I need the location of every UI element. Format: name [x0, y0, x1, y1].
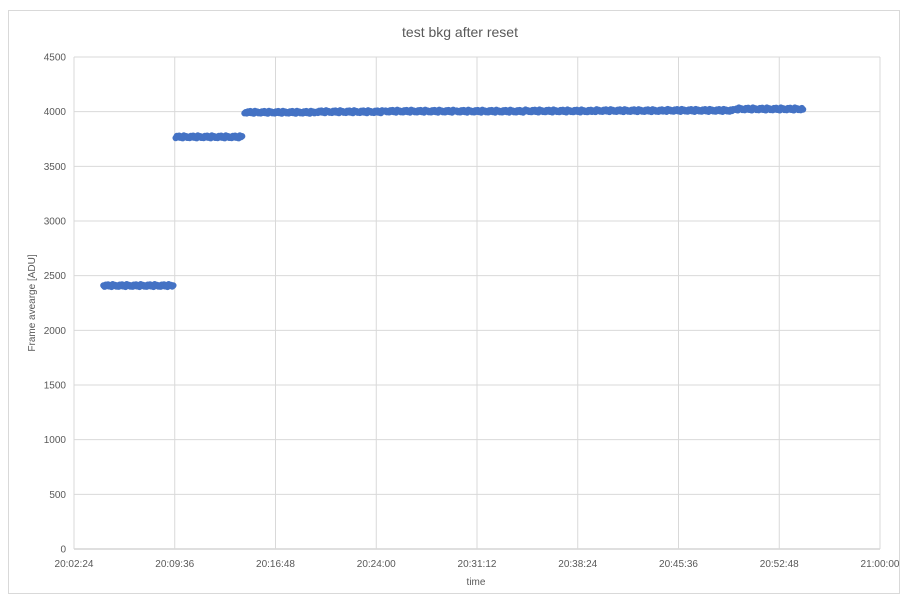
x-tick-label: 20:09:36	[155, 559, 194, 570]
y-axis-label: Frame avearge [ADU]	[27, 254, 38, 351]
x-tick-label: 21:00:00	[861, 559, 900, 570]
x-tick-label: 20:24:00	[357, 559, 396, 570]
y-tick-label: 4500	[44, 53, 67, 64]
x-tick-label: 20:38:24	[558, 559, 597, 570]
y-tick-label: 1500	[44, 381, 67, 392]
data-point	[799, 106, 807, 113]
x-tick-label: 20:52:48	[760, 559, 799, 570]
y-tick-label: 0	[60, 545, 66, 556]
x-tick-label: 20:16:48	[256, 559, 295, 570]
x-tick-label: 20:02:24	[55, 559, 94, 570]
x-tick-label: 20:31:12	[458, 559, 497, 570]
y-tick-label: 3500	[44, 162, 67, 173]
y-tick-label: 2500	[44, 271, 67, 282]
data-point	[170, 282, 177, 289]
data-points	[100, 104, 807, 291]
chart-title: test bkg after reset	[402, 24, 518, 40]
y-tick-label: 4000	[44, 107, 67, 118]
x-axis-label: time	[467, 577, 486, 588]
y-tick-label: 1000	[44, 435, 67, 446]
x-gridlines	[73, 57, 881, 549]
y-tick-labels: 0 500 1000 1500 2000 2500 3000 3500 4000 4500	[44, 53, 67, 556]
data-point	[238, 133, 246, 140]
x-tick-labels: 20:02:24 20:09:36 20:16:48 20:24:00 20:31:12…	[55, 559, 900, 570]
y-tick-label: 3000	[44, 217, 67, 228]
y-tick-label: 2000	[44, 326, 67, 337]
y-tick-label: 500	[49, 490, 66, 501]
x-tick-label: 20:45:36	[659, 559, 698, 570]
